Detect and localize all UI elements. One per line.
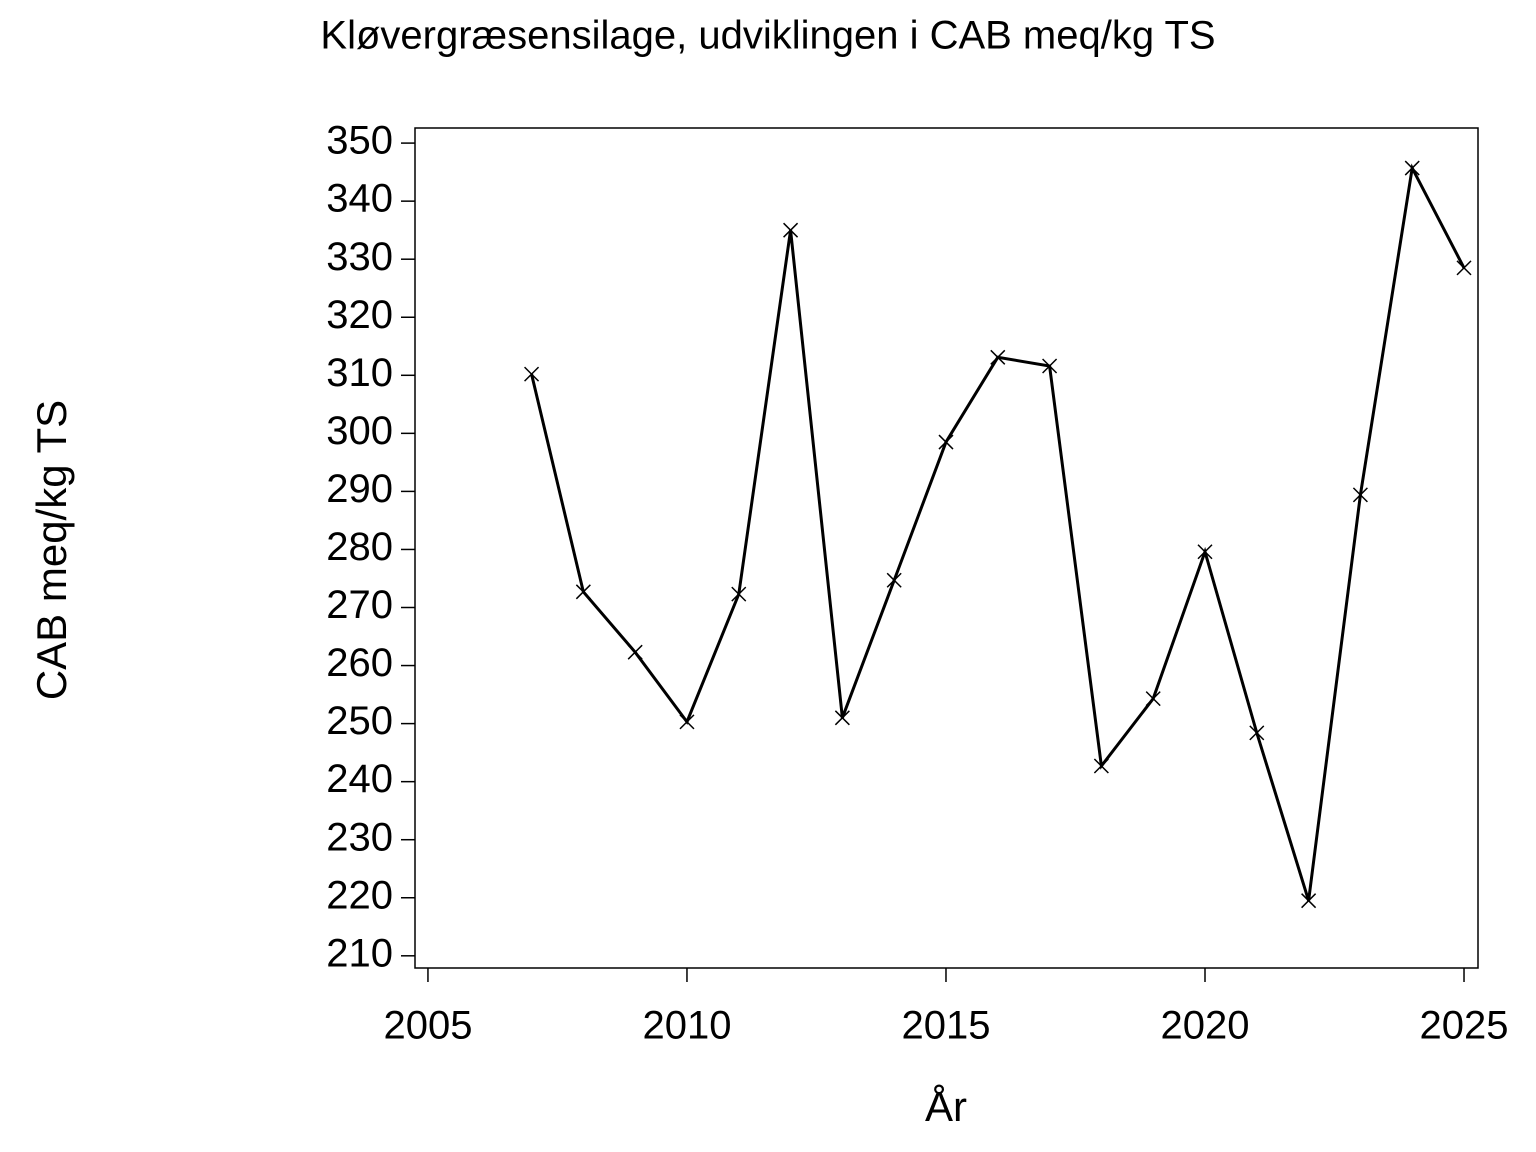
y-tick-label: 320 — [326, 293, 393, 337]
data-marker — [1197, 544, 1213, 560]
data-marker — [1404, 160, 1420, 176]
y-tick-label: 220 — [326, 873, 393, 917]
data-marker — [731, 586, 747, 602]
data-marker — [1352, 487, 1368, 503]
chart-title: Kløvergræsensilage, udviklingen i CAB me… — [320, 14, 1215, 58]
y-tick-label: 270 — [326, 583, 393, 627]
y-tick-label: 230 — [326, 815, 393, 859]
y-tick-label: 260 — [326, 641, 393, 685]
y-tick-label: 280 — [326, 525, 393, 569]
y-axis-label: CAB meq/kg TS — [28, 400, 75, 700]
y-tick-label: 300 — [326, 409, 393, 453]
data-line — [530, 163, 1466, 902]
data-marker — [524, 366, 540, 382]
data-marker — [834, 710, 850, 726]
x-tick-label: 2010 — [642, 1004, 731, 1048]
data-marker — [990, 349, 1006, 365]
y-tick-label: 350 — [326, 119, 393, 163]
data-marker — [679, 714, 695, 730]
data-marker — [1249, 725, 1265, 741]
data-marker — [627, 644, 643, 660]
y-tick-label: 240 — [326, 757, 393, 801]
y-tick-label: 310 — [326, 351, 393, 395]
data-marker — [1042, 358, 1058, 374]
x-tick-label: 2005 — [383, 1004, 472, 1048]
x-axis-label: År — [925, 1083, 967, 1130]
x-tick-label: 2025 — [1420, 1004, 1509, 1048]
y-tick-label: 250 — [326, 699, 393, 743]
data-marker — [1301, 893, 1317, 909]
y-tick-label: 340 — [326, 177, 393, 221]
y-tick-label: 210 — [326, 931, 393, 975]
x-tick-label: 2015 — [901, 1004, 990, 1048]
data-marker — [575, 584, 591, 600]
x-tick-label: 2020 — [1161, 1004, 1250, 1048]
data-marker — [886, 572, 902, 588]
data-marker — [1145, 691, 1161, 707]
data-marker — [938, 434, 954, 450]
data-marker — [1456, 260, 1472, 276]
data-marker — [1093, 758, 1109, 774]
y-tick-label: 290 — [326, 467, 393, 511]
y-tick-label: 330 — [326, 235, 393, 279]
data-marker — [783, 222, 799, 238]
